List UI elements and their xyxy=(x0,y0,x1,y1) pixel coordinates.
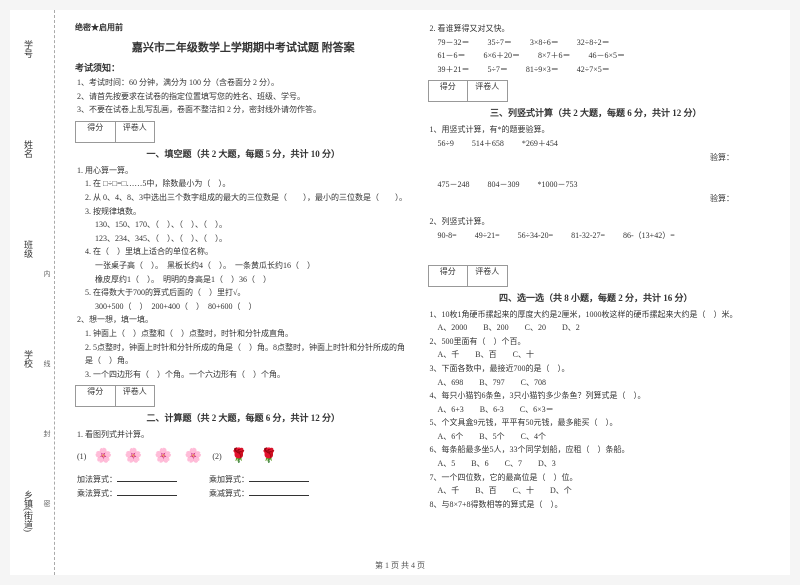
s3-r0: 56÷9514＋658*269＋454 xyxy=(438,137,765,151)
page-footer: 第 1 页 共 4 页 xyxy=(10,560,790,571)
section2-title: 二、计算题（共 2 大题，每题 6 分，共计 12 分） xyxy=(75,411,412,424)
s4-12: 7、一个四位数，它的最高位是（ ）位。 xyxy=(430,471,765,485)
q1-i7: 橡皮厚约1（ ）。 明明的身高是1（ ）36（ ） xyxy=(95,273,412,287)
score-cell-4: 得分 xyxy=(429,266,469,286)
q1-i11: 1. 钟面上（ ）点整和（ ）点整时，时针和分针成直角。 xyxy=(85,327,412,341)
q1-i12: 2. 5点整时，钟面上时针和分针所成的角是（ ）角。8点整时，钟面上时针和分针所… xyxy=(85,341,412,368)
s4-11: A、5 B、6 C、7 D、3 xyxy=(438,457,765,471)
r-q2: 2. 看谁算得又对又快。 xyxy=(430,22,765,36)
calc-r2: 39＋21＝5÷7＝81÷9×3＝42÷7×5＝ xyxy=(438,63,765,77)
exam-title: 嘉兴市二年级数学上学期期中考试试题 附答案 xyxy=(75,39,412,55)
score-cell: 得分 xyxy=(76,122,116,142)
reviewer-cell: 评卷人 xyxy=(116,122,155,142)
q1-i2: 3. 按规律填数。 xyxy=(85,205,412,219)
field-mul: 乘法算式： xyxy=(77,486,177,501)
s3-q1: 1、用竖式计算，有*的题要验算。 xyxy=(430,123,765,137)
field-add: 加法算式： xyxy=(77,472,177,487)
fig-label-2: (2) xyxy=(212,450,221,464)
q1-i6: 一张桌子高（ ）。 黑板长约4（ ）。 一条黄瓜长约16（ ） xyxy=(95,259,412,273)
s4-5: A、698 B、797 C、708 xyxy=(438,376,765,390)
section1-title: 一、填空题（共 2 大题，每题 5 分，共计 10 分） xyxy=(75,147,412,160)
rose-icon: 🌹 xyxy=(226,446,252,468)
seal-text-1: 内 xyxy=(42,270,52,277)
flower-icon: 🌸 xyxy=(120,446,146,468)
section4-title: 四、选一选（共 8 小题，每题 2 分，共计 16 分） xyxy=(428,291,765,304)
q1-i1: 2. 从 0、4、8、3中选出三个数字组成的最大的三位数是（ ），最小的三位数是… xyxy=(85,191,412,205)
margin-label-school: 学校 xyxy=(22,350,35,368)
score-box-1: 得分 评卷人 xyxy=(75,121,155,143)
notice-2: 2、请首先按要求在试卷的指定位置填写您的姓名、班级、学号。 xyxy=(77,90,412,104)
s4-9: A、6个 B、5个 C、4个 xyxy=(438,430,765,444)
q1-i5: 4. 在（ ）里填上适合的单位名称。 xyxy=(85,245,412,259)
s4-2: 2、500里面有（ ）个百。 xyxy=(430,335,765,349)
reviewer-cell-4: 评卷人 xyxy=(468,266,507,286)
q1: 1. 用心算一算。 xyxy=(77,164,412,178)
s3-q2: 2、列竖式计算。 xyxy=(430,215,765,229)
q1-i13: 3. 一个四边形有（ ）个角。一个六边形有（ ）个角。 xyxy=(85,368,412,382)
flower-icon: 🌸 xyxy=(150,446,176,468)
s4-0: 1、10枚1角硬币摞起来的厚度大约是2厘米，1000枚这样的硬币摞起来大约是（ … xyxy=(430,308,765,322)
s4-7: A、6+3 B、6-3 C、6×3＝ xyxy=(438,403,765,417)
reviewer-cell-2: 评卷人 xyxy=(116,386,155,406)
field-mulsub: 乘减算式： xyxy=(209,486,309,501)
s4-8: 5、个文具盒9元钱，平平有50元钱，最多能买（ ）。 xyxy=(430,416,765,430)
s4-4: 3、下面各数中，最接近700的是（ ）。 xyxy=(430,362,765,376)
s4-10: 6、每条船最多坐5人，33个同学划船，应租（ ）条船。 xyxy=(430,443,765,457)
s4-3: A、千 B、百 C、十 xyxy=(438,348,765,362)
section3-title: 三、列竖式计算（共 2 大题，每题 6 分，共计 12 分） xyxy=(428,106,765,119)
rose-icon: 🌹 xyxy=(256,446,282,468)
field-muladd: 乘加算式： xyxy=(209,472,309,487)
left-column: 绝密★启用前 嘉兴市二年级数学上学期期中考试试题 附答案 考试须知： 1、考试时… xyxy=(67,22,420,567)
q1-i0: 1. 在 □÷□=□……5中，除数最小为（ ）。 xyxy=(85,177,412,191)
binding-margin: 学号 姓名 班级 学校 乡镇(街道) 内 线 封 密 xyxy=(10,10,55,575)
notice-1: 1、考试时间：60 分钟，满分为 100 分（含卷面分 2 分）。 xyxy=(77,76,412,90)
s3-q2row: 90-8=49÷21=56÷34-20=81-32-27=86-（13+42）= xyxy=(438,229,765,243)
margin-label-id: 学号 xyxy=(22,40,35,58)
seal-text-4: 密 xyxy=(42,500,52,507)
score-cell-3: 得分 xyxy=(429,81,469,101)
score-box-4: 得分 评卷人 xyxy=(428,265,508,287)
s4-6: 4、每只小猫钓6条鱼，3只小猫钓多少条鱼？列算式是（ ）。 xyxy=(430,389,765,403)
margin-label-name: 姓名 xyxy=(22,140,35,158)
margin-label-class: 班级 xyxy=(22,240,35,258)
right-column: 2. 看谁算得又对又快。 79－32＝35÷7＝3×8÷6＝32÷8÷2＝ 61… xyxy=(420,22,773,567)
notice-head: 考试须知： xyxy=(75,61,412,74)
fig-label-1: (1) xyxy=(77,450,86,464)
s3-check2: 验算： xyxy=(430,192,765,206)
calc-r0: 79－32＝35÷7＝3×8÷6＝32÷8÷2＝ xyxy=(438,36,765,50)
notice-3: 3、不要在试卷上乱写乱画，卷面不整洁扣 2 分，密封线外请勿作答。 xyxy=(77,103,412,117)
score-box-3: 得分 评卷人 xyxy=(428,80,508,102)
seal-text-3: 封 xyxy=(42,430,52,437)
s3-check1: 验算： xyxy=(430,151,765,165)
s4-13: A、千 B、百 C、十 D、个 xyxy=(438,484,765,498)
margin-label-town: 乡镇(街道) xyxy=(22,490,35,532)
flower-icon: 🌸 xyxy=(90,446,116,468)
reviewer-cell-3: 评卷人 xyxy=(468,81,507,101)
secret-label: 绝密★启用前 xyxy=(75,22,412,33)
seal-text-2: 线 xyxy=(42,360,52,367)
q1-i9: 300+500（ ） 200+400（ ） 80+600（ ） xyxy=(95,300,412,314)
q1-i3: 130、150、170、（ ）、（ ）、（ ）。 xyxy=(95,218,412,232)
score-box-2: 得分 评卷人 xyxy=(75,385,155,407)
score-cell-2: 得分 xyxy=(76,386,116,406)
main-content: 绝密★启用前 嘉兴市二年级数学上学期期中考试试题 附答案 考试须知： 1、考试时… xyxy=(55,10,790,575)
s4-1: A、2000 B、200 C、20 D、2 xyxy=(438,321,765,335)
s4-14: 8、与8×7+8得数相等的算式是（ ）。 xyxy=(430,498,765,512)
calc-r1: 61－6＝6×6＋20＝8×7＋6＝46－6×5＝ xyxy=(438,49,765,63)
q1-i8: 5. 在得数大于700的算式后面的（ ）里打√。 xyxy=(85,286,412,300)
sec2-q1: 1. 看图列式并计算。 xyxy=(77,428,412,442)
q1-i4: 123、234、345、（ ）、（ ）、（ ）。 xyxy=(95,232,412,246)
figure-row: (1) 🌸 🌸 🌸 🌸 (2) 🌹 🌹 xyxy=(75,446,412,468)
flower-icon: 🌸 xyxy=(180,446,206,468)
s3-r2: 475－248804－309*1000－753 xyxy=(438,178,765,192)
q1-i10: 2、想一想，填一填。 xyxy=(77,313,412,327)
